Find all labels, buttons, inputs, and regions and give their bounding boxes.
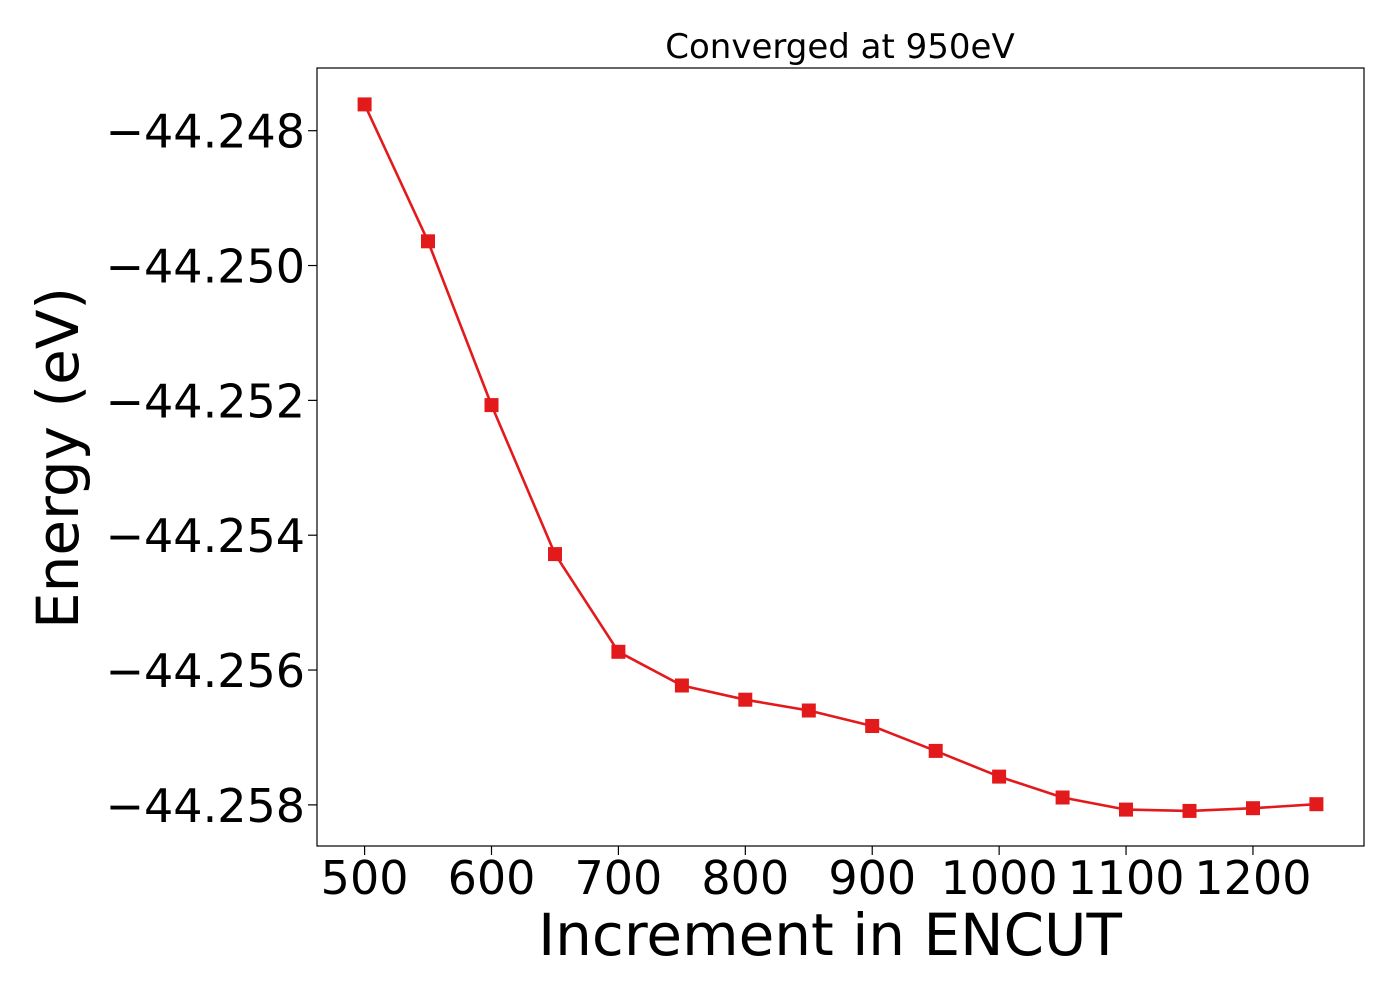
y-axis-label: Energy (eV) (24, 287, 92, 629)
x-tick-label: 800 (701, 851, 789, 905)
series-line (363, 103, 1317, 813)
data-point (1182, 803, 1197, 818)
x-tick-label: 700 (575, 851, 663, 905)
data-point (865, 719, 880, 733)
data-point (357, 97, 372, 112)
data-point (548, 547, 562, 562)
plot-area: 500 600 700 800 900 1000 1100 1200 −44.248 −44.25… (106, 67, 1365, 905)
data-point (1246, 801, 1260, 816)
data-point (674, 678, 689, 693)
data-point (801, 703, 816, 718)
data-point (1119, 802, 1133, 817)
x-tick-label: 1200 (1194, 851, 1311, 905)
y-tick-label: −44.254 (106, 509, 306, 563)
x-axis-label: Increment in ENCUT (538, 901, 1122, 969)
data-point (992, 769, 1007, 784)
y-tick-label: −44.248 (106, 105, 306, 159)
x-tick-label: 500 (321, 851, 409, 905)
y-tick-label: −44.258 (106, 779, 306, 833)
y-tick-label: −44.252 (106, 374, 306, 428)
data-point (928, 743, 943, 758)
data-point (484, 398, 499, 413)
y-tick-label: −44.256 (106, 644, 306, 698)
data-point (1055, 790, 1070, 805)
y-tick-label: −44.250 (106, 240, 306, 294)
x-tick-label: 600 (448, 851, 536, 905)
x-tick-label: 1000 (941, 851, 1058, 905)
data-point (421, 234, 435, 249)
data-point (611, 644, 626, 659)
x-tick-label: 900 (828, 851, 916, 905)
data-point (738, 692, 753, 707)
data-point (1309, 797, 1324, 812)
plot-frame (316, 67, 1365, 847)
x-tick-label: 1100 (1068, 851, 1185, 905)
chart-title: Converged at 950eV (665, 27, 1014, 67)
